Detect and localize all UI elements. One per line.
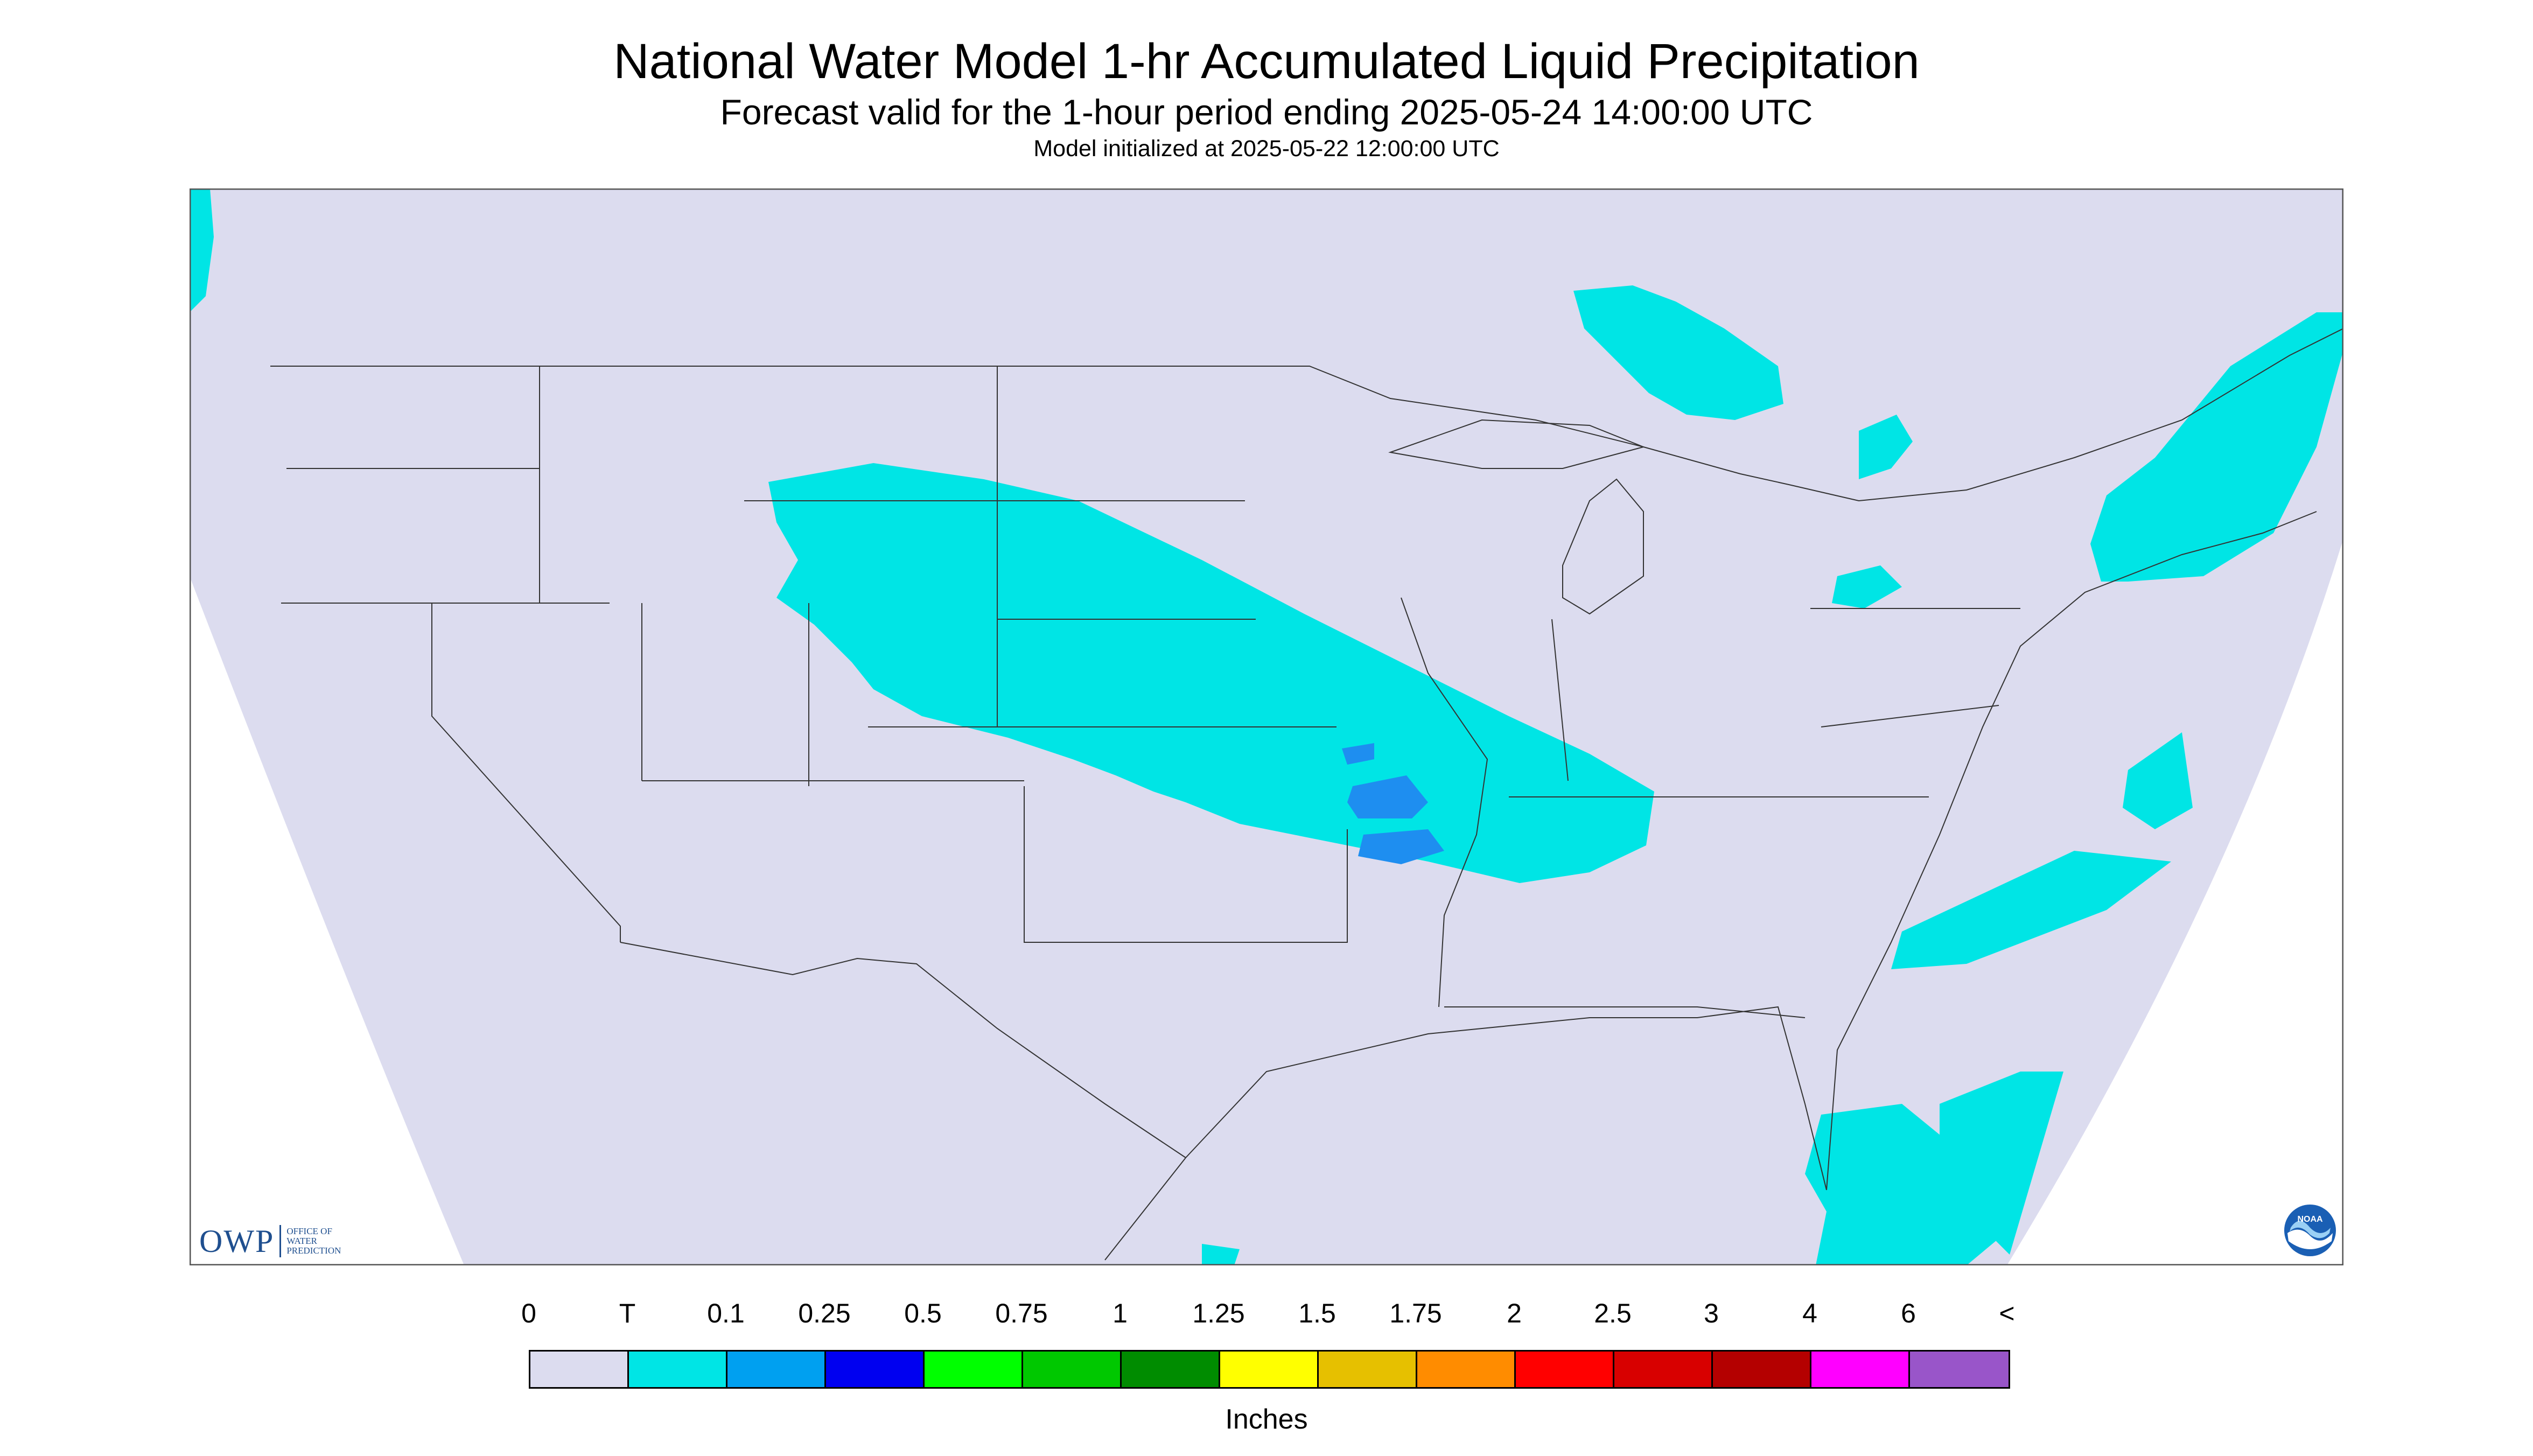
legend-swatch [1319, 1352, 1417, 1387]
precip-moderate-areas [1342, 743, 1444, 864]
boundary-lines [270, 328, 2343, 1261]
precip-area-lake-huron [1859, 415, 1913, 479]
precip-area-great-plains [768, 463, 1654, 883]
owp-sub-line: OFFICE OF [286, 1226, 332, 1236]
legend-tick-label: 0.75 [995, 1298, 1048, 1328]
canada-us-border [270, 328, 2343, 502]
owp-logo-divider [279, 1225, 282, 1257]
legend-swatch [629, 1352, 727, 1387]
owp-sub-line: PREDICTION [286, 1245, 341, 1256]
forecast-valid-subtitle: Forecast valid for the 1-hour period end… [720, 92, 1813, 132]
legend-labels: 0 T 0.1 0.25 0.5 0.75 1 1.25 1.5 1.75 2 2.5 3 4 6 < [0, 1298, 2533, 1335]
legend-swatch [1910, 1352, 2009, 1387]
precip-area-caribbean [1202, 1244, 1240, 1265]
precip-area-upper-midwest [1573, 285, 1783, 420]
owp-logo: OWP OFFICE OF WATER PREDICTION [199, 1220, 341, 1263]
legend-swatch [1220, 1352, 1319, 1387]
legend-swatch [1713, 1352, 1811, 1387]
mississippi-river [1401, 597, 1488, 1007]
east-coast [1826, 511, 2317, 1191]
legend-tick-label: 0.5 [904, 1298, 942, 1328]
ok-tx-border [1024, 786, 1348, 943]
mexico-border [620, 942, 1186, 1158]
legend-swatch [727, 1352, 826, 1387]
noaa-logo-text: NOAA [2297, 1215, 2323, 1224]
legend-tick-label: 6 [1901, 1298, 1916, 1328]
precip-area-lake-erie [1832, 565, 1902, 608]
legend-tick-label: 2.5 [1594, 1298, 1632, 1328]
owp-sub-line: WATER [286, 1236, 318, 1246]
legend-swatch [826, 1352, 925, 1387]
south-line [1444, 1006, 1806, 1018]
legend-tick-label: 1 [1112, 1298, 1128, 1328]
legend-swatch [1122, 1352, 1220, 1387]
legend-color-bar [529, 1350, 2010, 1389]
legend-tick-label: 3 [1704, 1298, 1719, 1328]
nevada-west [431, 603, 621, 942]
legend-tick-label: 0.25 [798, 1298, 851, 1328]
precip-area-northeast [2090, 312, 2343, 582]
legend-tick-label: 1.25 [1192, 1298, 1245, 1328]
precip-cell-arkansas [1358, 829, 1444, 864]
noaa-logo: NOAA [2284, 1205, 2336, 1256]
ohio-line [1551, 619, 1569, 781]
legend-swatch [1417, 1352, 1516, 1387]
legend-tick-label: 1.75 [1389, 1298, 1442, 1328]
legend-swatch [925, 1352, 1023, 1387]
owp-logo-subtext: OFFICE OF WATER PREDICTION [286, 1227, 341, 1256]
off-projection-left [190, 576, 464, 1265]
precip-area-northwest-coast [190, 188, 214, 312]
legend-tick-label: 0.1 [707, 1298, 745, 1328]
precip-area-atlantic-north [2123, 732, 2193, 829]
gulf-coast [1104, 1006, 1827, 1261]
legend-swatch [1023, 1352, 1122, 1387]
legend-swatch [1516, 1352, 1614, 1387]
legend-units: Inches [1225, 1404, 1308, 1435]
legend-tick-label: 4 [1802, 1298, 1817, 1328]
precip-trace-areas [190, 188, 2343, 1265]
owp-logo-text: OWP [199, 1223, 275, 1259]
precip-cell-kansas [1342, 743, 1374, 765]
lake-superior-outline [1388, 419, 1646, 469]
va-line [1821, 705, 1999, 727]
precip-area-atlantic-south [1891, 851, 2171, 969]
legend-tick-label: 0 [521, 1298, 536, 1328]
map-title: National Water Model 1-hr Accumulated Li… [613, 34, 1920, 89]
legend-tick-label: T [619, 1298, 636, 1328]
legend-tick-label: 2 [1507, 1298, 1522, 1328]
map-border [190, 188, 2343, 1265]
michigan-outline [1562, 478, 1644, 615]
model-init-note: Model initialized at 2025-05-22 12:00:00… [1033, 136, 1500, 162]
legend-swatch [1811, 1352, 1910, 1387]
precip-cell-oklahoma [1347, 775, 1428, 818]
precipitation-map [190, 188, 2343, 1265]
legend-swatch [1614, 1352, 1713, 1387]
legend-tick-label: 1.5 [1298, 1298, 1336, 1328]
off-projection-right [2007, 538, 2343, 1265]
legend-tick-label: < [1999, 1298, 2015, 1328]
precip-area-bahamas [1940, 1072, 2063, 1255]
legend-swatch [530, 1352, 629, 1387]
